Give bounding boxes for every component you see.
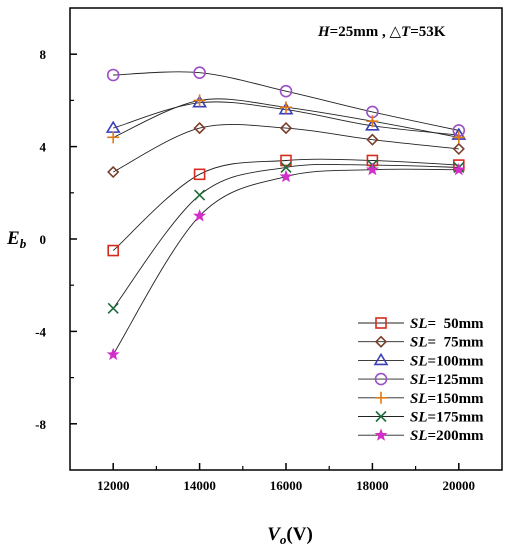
series-line <box>112 158 459 251</box>
annotation-t: T <box>401 24 411 40</box>
y-tick-label: 4 <box>40 140 47 155</box>
data-point <box>452 162 466 176</box>
annotation: H=25mm , △T=53K <box>317 24 446 40</box>
legend-item: SL=125mm <box>358 372 484 388</box>
x-axis-label-v: V <box>267 524 281 545</box>
axes: 12000 14000 16000 18000 20000 -8 -4 0 4 8 <box>35 47 475 493</box>
data-point <box>452 131 465 144</box>
legend-item: SL=200mm <box>358 428 484 444</box>
x-tick-label: 14000 <box>183 478 216 493</box>
x-tick-label: 12000 <box>97 478 130 493</box>
legend-marker <box>373 352 389 366</box>
legend-marker <box>375 317 387 329</box>
series-markers <box>105 66 467 361</box>
series-line <box>112 163 459 309</box>
y-tick-label: -4 <box>35 324 46 339</box>
legend-label-prefix: SL <box>410 353 428 369</box>
legend-label: SL= 75mm <box>410 335 484 351</box>
series-line <box>112 123 459 173</box>
data-point <box>193 209 207 222</box>
y-axis-label-e: E <box>6 228 20 249</box>
legend-marker <box>374 335 388 348</box>
data-point <box>193 66 206 79</box>
data-point <box>107 302 119 314</box>
legend-label: SL=200mm <box>410 428 484 444</box>
y-tick-label: 8 <box>40 47 47 62</box>
y-tick-label: -8 <box>35 417 46 432</box>
legend-label-prefix: SL <box>410 391 428 407</box>
legend-item: SL=100mm <box>358 352 484 369</box>
legend-label: SL=150mm <box>410 391 484 407</box>
data-point <box>365 162 379 176</box>
x-axis-label-sub: o <box>280 532 287 547</box>
series-points <box>107 94 465 144</box>
legend-marker <box>374 428 388 441</box>
legend-label-suffix: =100mm <box>428 353 485 369</box>
legend-label: SL=100mm <box>410 353 484 369</box>
series-line <box>113 71 459 131</box>
legend-label-suffix: =175mm <box>428 410 485 426</box>
annotation-t-value: =53K <box>410 24 446 40</box>
data-point <box>278 102 294 115</box>
y-axis-label: Eb <box>6 228 27 251</box>
legend-label-prefix: SL <box>410 428 428 444</box>
annotation-h-value: =25mm , <box>330 24 390 40</box>
x-axis-label: Vo(V) <box>267 524 313 547</box>
series-curves <box>112 71 459 355</box>
legend-label-suffix: =125mm <box>428 372 485 388</box>
x-axis-label-unit: (V) <box>286 524 312 545</box>
data-point <box>193 94 206 107</box>
legend-label-prefix: SL <box>410 316 428 332</box>
data-point <box>192 95 208 108</box>
legend-item: SL=150mm <box>358 391 484 407</box>
data-point <box>366 133 379 146</box>
legend-marker <box>375 391 387 404</box>
legend-item: SL=175mm <box>358 410 484 426</box>
legend-label: SL=125mm <box>410 372 484 388</box>
data-point <box>193 168 206 181</box>
legend-marker <box>374 372 388 386</box>
legend-label: SL=175mm <box>410 410 484 426</box>
x-tick-label: 16000 <box>270 478 303 493</box>
annotation-h: H <box>317 24 331 40</box>
data-point <box>280 101 292 114</box>
data-point <box>366 115 379 128</box>
data-point <box>279 169 293 183</box>
data-point <box>279 121 293 135</box>
series-points <box>106 162 466 361</box>
data-point <box>106 347 120 361</box>
data-point <box>280 161 292 173</box>
data-point <box>452 142 465 156</box>
y-tick-label: 0 <box>40 232 47 247</box>
data-point <box>364 118 380 131</box>
data-point <box>280 154 292 167</box>
data-point <box>194 189 206 201</box>
legend-label-suffix: =200mm <box>428 428 485 444</box>
x-tick-label: 18000 <box>356 478 389 493</box>
legend-label-prefix: SL <box>410 372 428 388</box>
data-point <box>279 84 293 98</box>
series-points <box>107 159 465 314</box>
legend-label-suffix: =150mm <box>428 391 485 407</box>
legend-label-prefix: SL <box>410 410 428 426</box>
legend-label-prefix: SL <box>410 335 428 351</box>
annotation-delta: △ <box>389 24 401 40</box>
series-points <box>107 121 465 179</box>
y-axis-label-sub: b <box>20 236 27 251</box>
data-point <box>107 131 120 144</box>
data-point <box>106 68 120 82</box>
series-line <box>112 168 459 355</box>
legend-item: SL= 75mm <box>358 335 484 351</box>
x-tick-label: 20000 <box>443 478 476 493</box>
data-point <box>107 165 120 179</box>
legend-label-suffix: = 50mm <box>428 316 485 332</box>
data-point <box>193 121 206 135</box>
legend-item: SL= 50mm <box>358 316 484 332</box>
data-point <box>107 244 119 257</box>
legend-marker <box>375 410 387 423</box>
legend-label: SL= 50mm <box>410 316 484 332</box>
legend-label-suffix: = 75mm <box>428 335 485 351</box>
